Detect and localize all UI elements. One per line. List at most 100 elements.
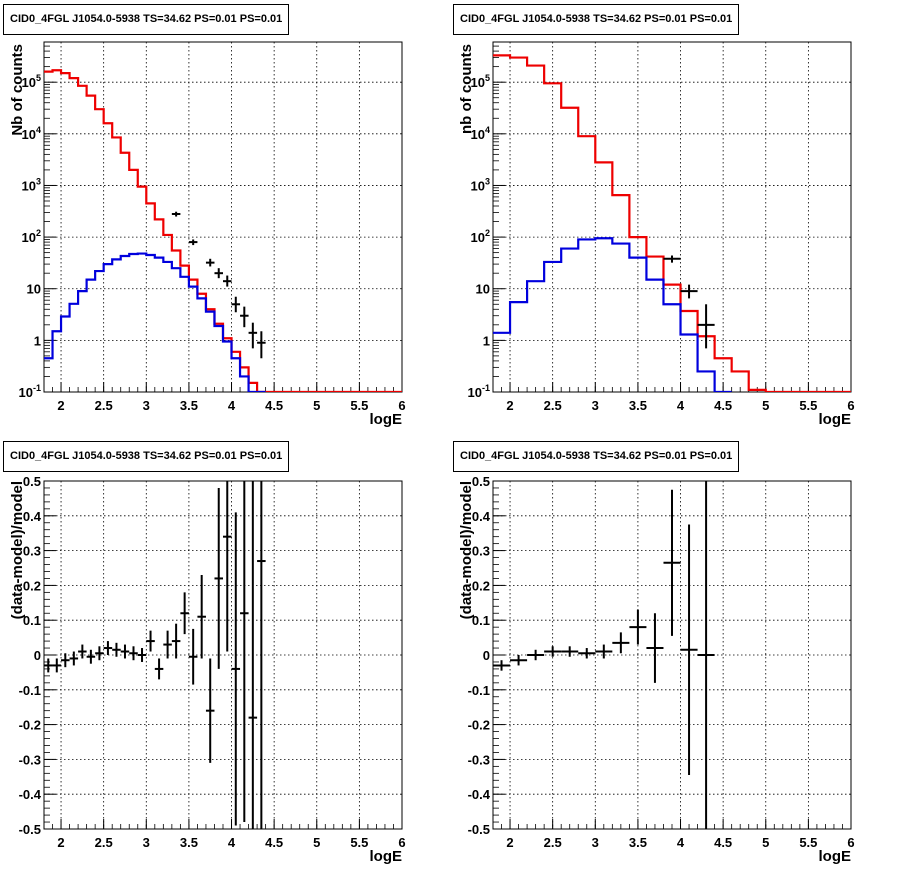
x-tick-label: 4.5 — [714, 398, 732, 413]
data-point — [223, 275, 232, 287]
x-tick-label: 2 — [506, 835, 513, 850]
data-point — [120, 644, 130, 659]
y-tick-label: 0.1 — [23, 613, 41, 628]
x-tick-label: 6 — [847, 835, 854, 850]
x-axis-label: logE — [370, 848, 403, 865]
data-point — [527, 649, 545, 661]
x-tick-label: 5.5 — [799, 835, 817, 850]
data-point — [163, 630, 172, 659]
data-point — [629, 609, 647, 645]
y-tick-label: 0.1 — [472, 613, 490, 628]
data-point — [214, 268, 223, 279]
y-tick-label: 0 — [483, 648, 490, 663]
x-tick-label: 4 — [677, 835, 685, 850]
data-point — [231, 296, 241, 313]
y-tick-label: 103 — [22, 176, 41, 193]
plot-frame — [492, 480, 852, 830]
data-point — [129, 646, 138, 661]
data-point — [612, 632, 630, 654]
panel-title-bottom-right: CID0_4FGL J1054.0-5938 TS=34.62 PS=0.01 … — [453, 441, 740, 472]
y-tick-label: 10 — [27, 282, 41, 297]
x-tick-label: 2 — [506, 398, 513, 413]
data-point — [197, 574, 206, 659]
data-layer — [493, 481, 715, 829]
data-point — [78, 644, 87, 659]
data-point — [561, 646, 579, 657]
y-tick-label: 102 — [471, 228, 490, 245]
histogram-series-0 — [493, 54, 851, 392]
data-point — [171, 211, 181, 217]
chart-panel-2: 2 2.5 3 3.5 4 4.5 5 5.5 6 -0.5 -0.4 -0.3 -0.2 -0.1 0 0.… — [9, 474, 406, 865]
data-point — [240, 481, 249, 823]
panel-title-top-left: CID0_4FGL J1054.0-5938 TS=34.62 PS=0.01 … — [3, 4, 290, 35]
panel-title-top-right: CID0_4FGL J1054.0-5938 TS=34.62 PS=0.01 … — [453, 4, 740, 35]
plot-frame — [43, 41, 403, 393]
chart-panel-0: 2 2.5 3 3.5 4 4.5 5 5.5 6 10-1 1 10 102 103 104 105 logE… — [9, 41, 406, 428]
x-tick-label: 3.5 — [629, 398, 647, 413]
data-point — [663, 255, 681, 263]
data-point — [52, 658, 62, 673]
y-axis-label: nb of counts — [458, 44, 475, 134]
data-point — [44, 658, 53, 673]
data-point — [146, 630, 155, 652]
y-tick-label: 104 — [22, 125, 41, 142]
x-tick-label: 6 — [398, 398, 405, 413]
y-axis-label: (data-model)/model — [458, 481, 475, 619]
x-tick-label: 3.5 — [629, 835, 647, 850]
data-point — [248, 481, 258, 829]
y-tick-label: 0.4 — [23, 509, 42, 524]
data-point — [510, 655, 528, 666]
data-point — [680, 524, 698, 776]
data-point — [112, 642, 121, 657]
data-point — [103, 641, 113, 655]
data-point — [171, 623, 181, 659]
y-tick-label: 1 — [483, 333, 490, 348]
x-tick-label: 5 — [313, 835, 320, 850]
x-tick-label: 2.5 — [95, 398, 113, 413]
data-point — [697, 481, 715, 829]
data-point — [697, 304, 715, 349]
y-tick-label: -0.4 — [19, 787, 42, 802]
y-tick-label: 105 — [471, 73, 490, 90]
x-tick-label: 4.5 — [265, 398, 283, 413]
data-point — [180, 592, 189, 635]
x-tick-label: 5 — [313, 398, 320, 413]
y-tick-label: -0.3 — [468, 752, 490, 767]
y-tick-label: -0.1 — [19, 683, 41, 698]
x-tick-label: 3.5 — [180, 398, 198, 413]
data-point — [86, 649, 96, 664]
y-tick-label: 0.4 — [472, 509, 491, 524]
histogram-series-1 — [44, 252, 266, 392]
x-tick-label: 2.5 — [95, 835, 113, 850]
data-point — [595, 644, 613, 659]
x-tick-label: 4.5 — [714, 835, 732, 850]
data-point — [240, 306, 249, 328]
x-tick-label: 5 — [762, 398, 769, 413]
y-tick-label: -0.2 — [468, 718, 490, 733]
data-point — [680, 284, 698, 299]
data-point — [69, 651, 79, 666]
x-tick-label: 3 — [592, 835, 599, 850]
data-point — [61, 653, 70, 668]
x-tick-label: 3 — [143, 835, 150, 850]
data-point — [205, 258, 215, 267]
data-point — [578, 648, 596, 659]
data-point — [663, 489, 681, 636]
x-tick-label: 5 — [762, 835, 769, 850]
y-tick-label: 0.5 — [472, 474, 490, 489]
data-point — [214, 487, 223, 669]
y-tick-label: 0.2 — [23, 578, 41, 593]
chart-panel-3: 2 2.5 3 3.5 4 4.5 5 5.5 6 -0.5 -0.4 -0.3 -0.2 -0.1 0 0.… — [458, 474, 855, 865]
y-tick-label: 10 — [476, 282, 490, 297]
y-tick-label: -0.3 — [19, 752, 41, 767]
histogram-series-1 — [493, 237, 732, 392]
data-layer — [44, 69, 402, 392]
x-tick-label: 3.5 — [180, 835, 198, 850]
y-tick-label: -0.5 — [468, 822, 490, 837]
x-tick-label: 5.5 — [350, 398, 368, 413]
y-tick-label: 102 — [22, 228, 41, 245]
data-point — [154, 658, 164, 680]
data-point — [544, 646, 562, 657]
data-point — [231, 512, 241, 826]
x-tick-label: 4 — [228, 835, 236, 850]
